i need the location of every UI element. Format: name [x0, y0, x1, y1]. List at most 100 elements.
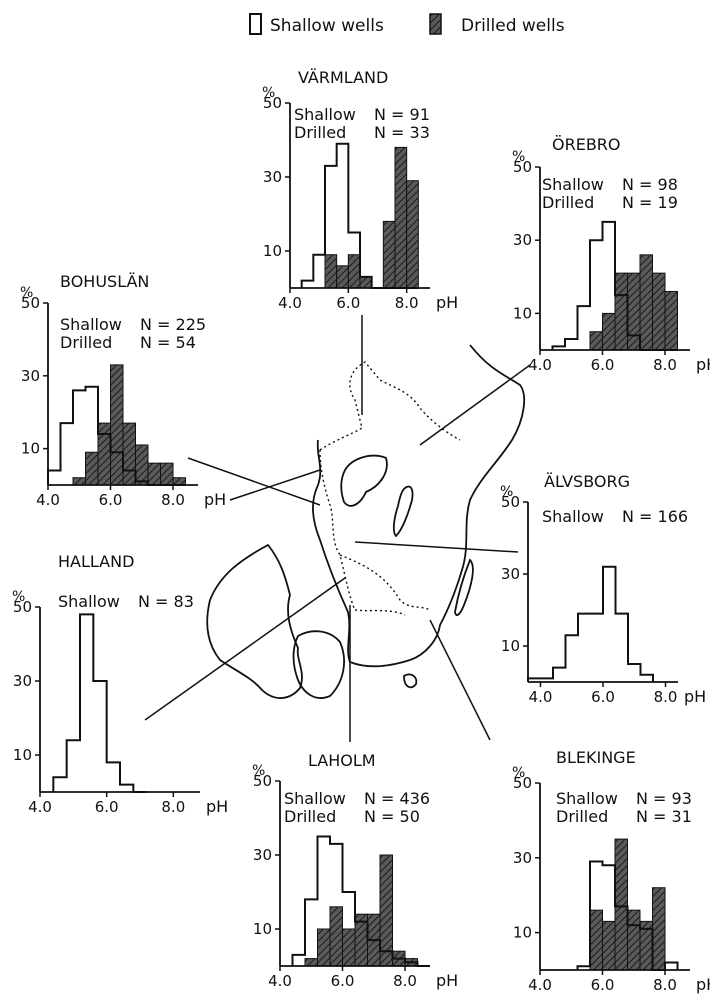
shallow-bar — [553, 668, 566, 682]
series-name: Shallow — [58, 592, 120, 611]
denmark-outline — [206, 543, 303, 699]
shallow-bar — [591, 614, 604, 682]
shallow-bar — [360, 277, 372, 288]
shallow-step-outline — [47, 385, 186, 486]
x-tick-label: 6.0 — [336, 294, 360, 312]
shallow-bar — [565, 339, 578, 350]
series-count: N = 54 — [140, 333, 196, 352]
shallow-bar — [590, 862, 603, 970]
x-tick-label: 6.0 — [591, 688, 615, 706]
shallow-bar — [368, 940, 381, 966]
legend: Shallow wells Drilled wells — [249, 13, 565, 36]
shallow-bar — [615, 295, 628, 350]
shallow-step-outline — [576, 860, 679, 971]
y-tick-label: 30 — [501, 565, 520, 583]
shallow-bar — [67, 740, 80, 792]
series-count: N = 91 — [374, 105, 430, 124]
shallow-bar — [61, 423, 74, 485]
x-tick-label: 8.0 — [393, 972, 417, 990]
shallow-bar — [48, 470, 61, 485]
shallow-step-outline — [527, 565, 654, 682]
shallow-bar — [98, 434, 111, 485]
x-tick-label: 6.0 — [591, 976, 615, 994]
county-borders — [319, 361, 461, 616]
series-name: Drilled — [60, 333, 112, 352]
lake-vattern — [392, 485, 414, 538]
shallow-bar — [603, 865, 616, 970]
shallow-bar — [616, 614, 629, 682]
oland-island — [454, 558, 474, 616]
series-count: N = 31 — [636, 807, 692, 826]
shallow-bar — [590, 240, 603, 350]
shallow-bar — [337, 144, 349, 288]
x-tick-label: 4.0 — [278, 294, 302, 312]
x-tick-label: 8.0 — [395, 294, 419, 312]
x-tick-label: 4.0 — [28, 798, 52, 816]
shallow-bar — [293, 955, 306, 966]
x-tick-label: 8.0 — [653, 976, 677, 994]
leader-lines — [144, 315, 531, 742]
shallow-step-outline — [291, 835, 430, 967]
drilled-bar — [394, 146, 408, 289]
drilled-bar — [379, 854, 393, 967]
danish-islands — [292, 630, 345, 699]
series-name: Drilled — [294, 123, 346, 142]
x-tick-label: 8.0 — [653, 356, 677, 374]
y-axis-unit: % — [500, 484, 513, 500]
y-tick-label: 10 — [21, 440, 40, 458]
shallow-bar — [566, 635, 579, 682]
histogram-7: BLEKINGE% Shallow N = 93 Drilled N = 31 10 30 5… — [512, 748, 710, 994]
shallow-bar — [93, 681, 106, 792]
y-tick-label: 50 — [253, 772, 272, 790]
chart-title: VÄRMLAND — [298, 68, 388, 87]
series-count: N = 93 — [636, 789, 692, 808]
shallow-bar — [107, 762, 120, 792]
series-name: Shallow — [542, 175, 604, 194]
drilled-bar — [135, 444, 149, 486]
drilled-bar — [652, 887, 666, 971]
y-tick-label: 30 — [13, 672, 32, 690]
y-tick-label: 50 — [263, 94, 282, 112]
y-axis-unit: % — [20, 285, 33, 301]
x-tick-label: 4.0 — [268, 972, 292, 990]
series-name: Shallow — [60, 315, 122, 334]
y-tick-label: 10 — [513, 924, 532, 942]
leader-orebro — [419, 364, 531, 446]
series-count: N = 166 — [622, 507, 688, 526]
shallow-bar — [380, 951, 393, 966]
series-name: Drilled — [556, 807, 608, 826]
y-axis-unit: % — [12, 589, 25, 605]
x-tick-label: 6.0 — [591, 356, 615, 374]
shallow-bar — [330, 844, 343, 966]
series-count: N = 19 — [622, 193, 678, 212]
y-tick-label: 10 — [513, 304, 532, 322]
leader-blekinge — [429, 619, 491, 741]
histogram-5: HALLAND% Shallow N = 83 10 30 50 4.0 6.0 8.0 pH — [12, 552, 228, 816]
leader-alvsborg — [354, 541, 519, 553]
drilled-bar — [639, 254, 653, 351]
chart-title: ÄLVSBORG — [544, 472, 630, 491]
shallow-bar — [120, 785, 133, 792]
shallow-bar — [73, 390, 86, 485]
region-map — [206, 344, 526, 699]
x-tick-label: 8.0 — [161, 491, 185, 509]
lake-vanern — [340, 454, 388, 507]
series-count: N = 436 — [364, 789, 430, 808]
leader-bohuslan-2 — [229, 469, 321, 501]
histogram-3: BOHUSLÄN% Shallow N = 225 Drilled N = 54 10 30… — [20, 272, 226, 509]
drilled-bar — [147, 462, 161, 486]
histogram-1: VÄRMLAND% Shallow N = 91 Drilled N = 33 10 30 5… — [262, 68, 458, 312]
x-tick-label: 6.0 — [99, 491, 123, 509]
shallow-bar — [111, 452, 124, 485]
chart-title: BOHUSLÄN — [60, 272, 149, 291]
shallow-bar — [305, 899, 318, 966]
y-tick-label: 30 — [253, 846, 272, 864]
x-tick-label: 4.0 — [528, 976, 552, 994]
y-tick-label: 10 — [253, 920, 272, 938]
series-name: Drilled — [542, 193, 594, 212]
shallow-bar — [628, 925, 641, 970]
legend-shallow-label: Shallow wells — [270, 16, 384, 36]
shallow-bar — [348, 233, 360, 289]
shallow-bar — [640, 929, 653, 970]
